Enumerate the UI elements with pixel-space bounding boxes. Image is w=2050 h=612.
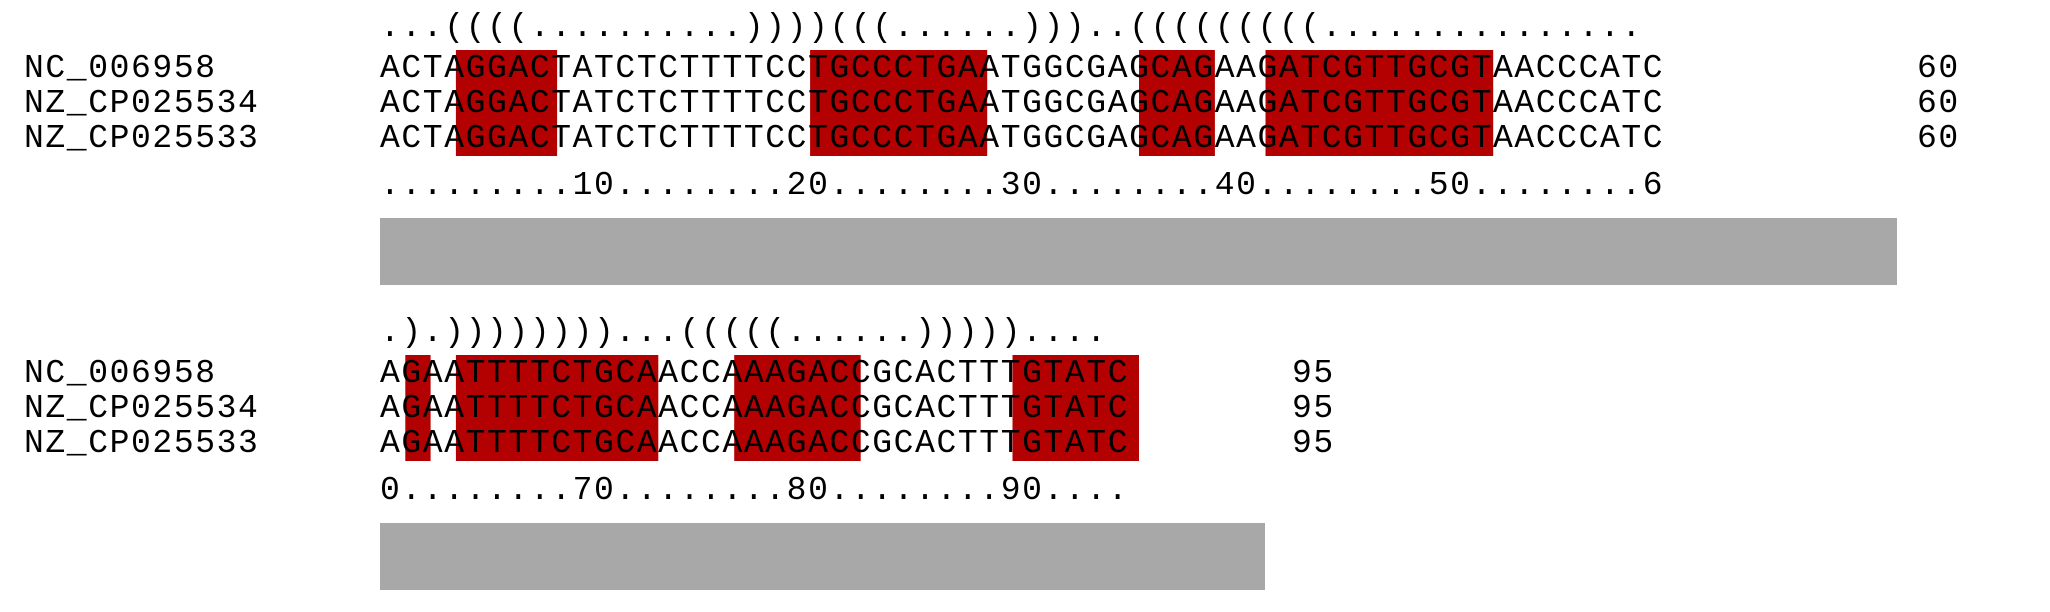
sequence-end-position: 60 (1917, 50, 1960, 87)
pair-highlights (405, 355, 1139, 461)
paired-column-highlight (1265, 50, 1494, 156)
sequence-end-position: 95 (1292, 355, 1335, 392)
paired-column-highlight (810, 50, 988, 156)
sequence-row: AGAATTTTCTGCAACCAAAGACCGCACTTTGTATC (380, 355, 1129, 392)
sequence-name: NC_006958 (24, 50, 217, 87)
paired-column-highlight (455, 355, 659, 461)
secondary-structure-line: .).))))))))...(((((......))))).... (380, 314, 1108, 351)
sequence-row: ACTAGGACTATCTCTTTTCCTGCCCTGAATGGCGAGCAGA… (380, 50, 1664, 87)
sequence-name: NZ_CP025533 (24, 425, 259, 462)
sequence-row: AGAATTTTCTGCAACCAAAGACCGCACTTTGTATC (380, 425, 1129, 462)
position-ruler: .........10........20........30........4… (380, 167, 1664, 204)
secondary-structure-line: ...((((..........))))(((......)))..(((((… (380, 9, 1643, 46)
sequence-name: NZ_CP025534 (24, 85, 259, 122)
alignment-block-1: ...((((..........))))(((......)))..(((((… (24, 9, 1960, 285)
sequence-end-position: 60 (1917, 85, 1960, 122)
sequence-row: AGAATTTTCTGCAACCAAAGACCGCACTTTGTATC (380, 390, 1129, 427)
conservation-bar (380, 218, 1897, 285)
pair-highlights (455, 50, 1494, 156)
alignment-block-2: .).))))))))...(((((......))))).... NC_00… (24, 314, 1335, 590)
sequence-end-position: 95 (1292, 390, 1335, 427)
sequence-row: ACTAGGACTATCTCTTTTCCTGCCCTGAATGGCGAGCAGA… (380, 85, 1664, 122)
sequence-end-position: 60 (1917, 120, 1960, 157)
paired-column-highlight (405, 355, 431, 461)
paired-column-highlight (1139, 50, 1215, 156)
paired-column-highlight (455, 50, 558, 156)
sequence-name: NZ_CP025533 (24, 120, 259, 157)
paired-column-highlight (734, 355, 861, 461)
sequence-name: NC_006958 (24, 355, 217, 392)
paired-column-highlight (1012, 355, 1139, 461)
sequence-row: ACTAGGACTATCTCTTTTCCTGCCCTGAATGGCGAGCAGA… (380, 120, 1664, 157)
position-ruler: 0........70........80........90.... (380, 472, 1129, 509)
sequence-name: NZ_CP025534 (24, 390, 259, 427)
conservation-bar (380, 523, 1265, 590)
sequence-end-position: 95 (1292, 425, 1335, 462)
